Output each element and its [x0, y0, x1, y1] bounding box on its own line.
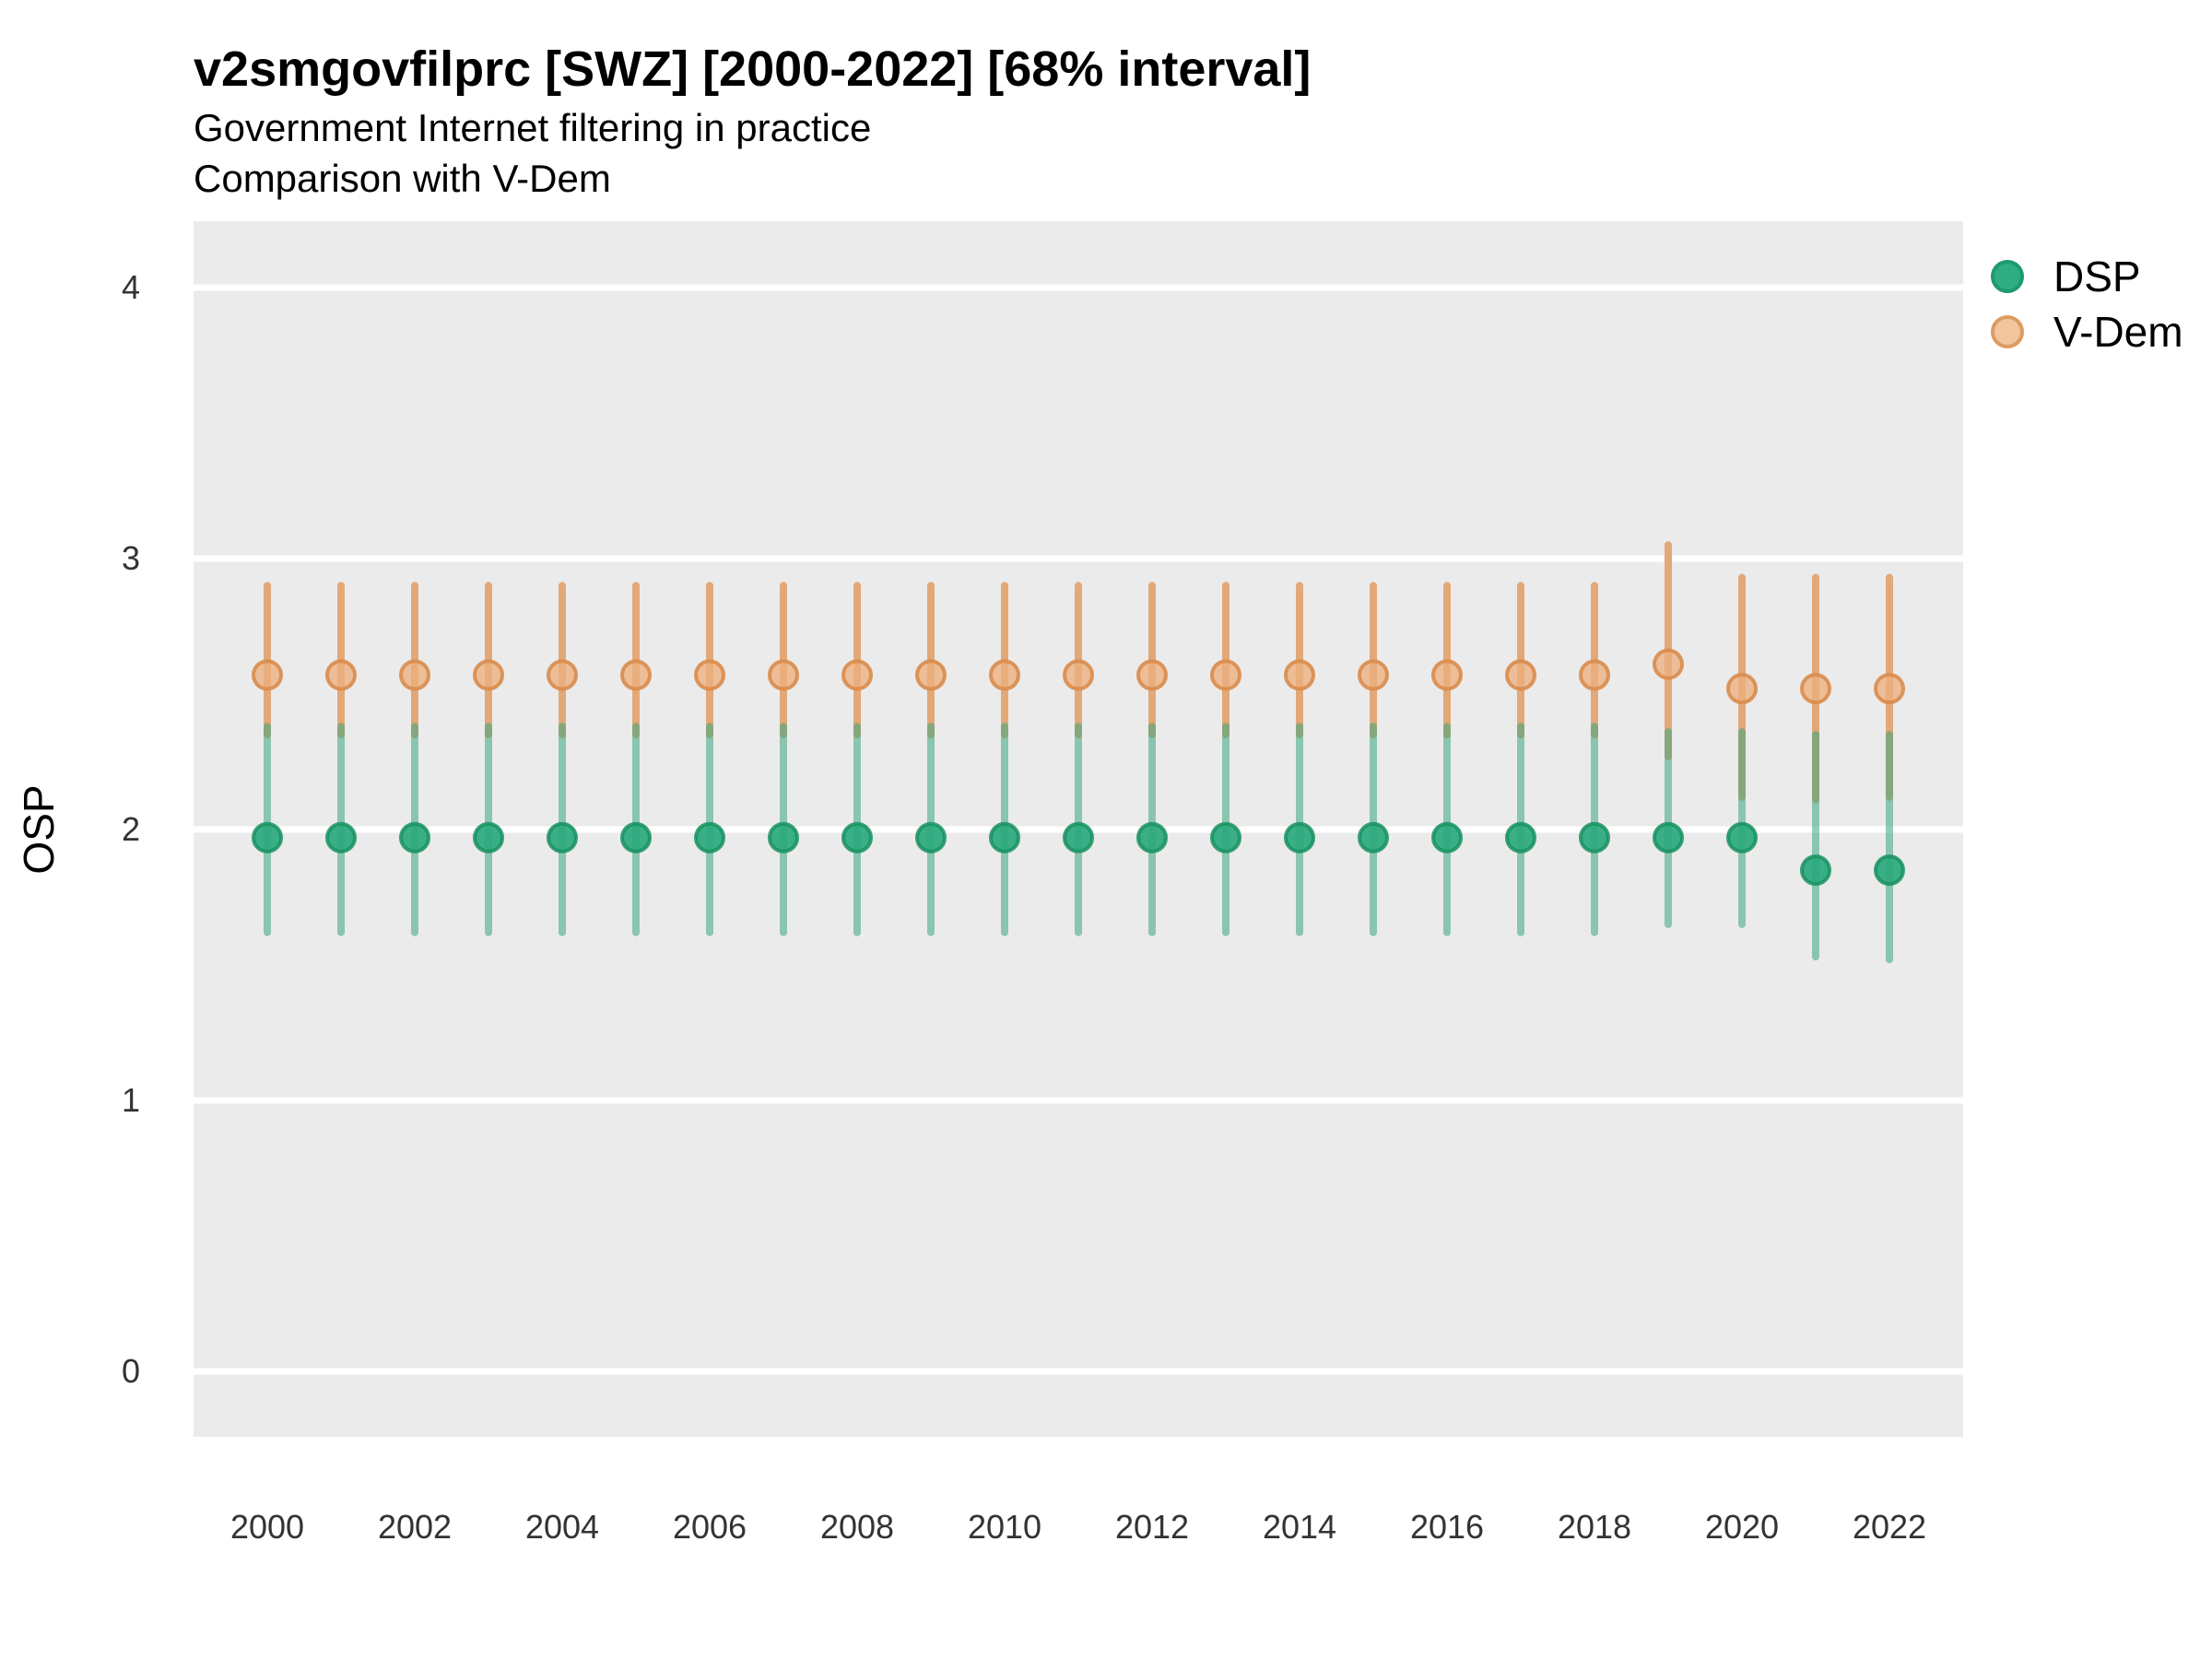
vdem-point-2000: [252, 659, 283, 691]
dsp-point-2017: [1505, 821, 1536, 853]
dsp-point-2009: [915, 821, 947, 853]
vdem-point-2012: [1136, 659, 1168, 691]
dsp-point-2015: [1358, 821, 1389, 853]
x-tick-label-2002: 2002: [378, 1508, 452, 1546]
legend-item-vdem: V-Dem: [1991, 308, 2183, 356]
dsp-point-2013: [1210, 821, 1241, 853]
vdem-legend-dot-icon: [1991, 315, 2024, 348]
vdem-point-2014: [1284, 659, 1315, 691]
vdem-point-2021: [1800, 673, 1831, 705]
y-axis: 0 1 2 3 4: [122, 268, 140, 1390]
y-tick-label-3: 3: [122, 539, 140, 577]
y-tick-label-1: 1: [122, 1081, 140, 1119]
x-tick-label-2014: 2014: [1263, 1508, 1336, 1546]
vdem-point-2022: [1874, 673, 1905, 705]
dsp-point-2012: [1136, 821, 1168, 853]
y-tick-label-4: 4: [122, 268, 140, 306]
x-tick-label-2006: 2006: [673, 1508, 747, 1546]
x-tick-label-2000: 2000: [230, 1508, 304, 1546]
vdem-point-2009: [915, 659, 947, 691]
dsp-point-2019: [1653, 821, 1684, 853]
x-tick-label-2012: 2012: [1115, 1508, 1189, 1546]
vdem-point-2011: [1063, 659, 1094, 691]
legend-label-dsp: DSP: [2053, 253, 2141, 300]
legend-item-dsp: DSP: [1991, 253, 2141, 300]
gridline-y-1: [194, 1097, 1963, 1104]
dsp-point-2014: [1284, 821, 1315, 853]
chart-subtitle-line1: Government Internet filtering in practic…: [194, 106, 871, 149]
legend-label-vdem: V-Dem: [2053, 308, 2183, 356]
y-axis-title: OSP: [15, 784, 63, 874]
dsp-point-2004: [547, 821, 578, 853]
chart-subtitle-line2: Comparison with V-Dem: [194, 157, 611, 200]
dsp-point-2006: [694, 821, 725, 853]
vdem-point-2019: [1653, 648, 1684, 680]
x-tick-label-2018: 2018: [1558, 1508, 1631, 1546]
vdem-point-2015: [1358, 659, 1389, 691]
dsp-point-2020: [1726, 821, 1758, 853]
x-axis: 2000 2002 2004 2006 2008 2010 2012 2014 2016 2018…: [230, 1508, 1926, 1546]
x-tick-label-2020: 2020: [1705, 1508, 1779, 1546]
y-tick-label-2: 2: [122, 810, 140, 848]
vdem-point-2013: [1210, 659, 1241, 691]
vdem-point-2006: [694, 659, 725, 691]
vdem-point-2002: [399, 659, 430, 691]
vdem-point-2001: [325, 659, 357, 691]
series-layer: [252, 541, 1905, 964]
dsp-point-2002: [399, 821, 430, 853]
gridline-y-4: [194, 284, 1963, 291]
vdem-point-2010: [989, 659, 1020, 691]
vdem-point-2017: [1505, 659, 1536, 691]
dsp-point-2000: [252, 821, 283, 853]
vdem-point-2007: [768, 659, 799, 691]
dsp-legend-dot-icon: [1991, 260, 2024, 293]
chart-title: v2smgovfilprc [SWZ] [2000-2022] [68% int…: [194, 41, 1311, 97]
x-tick-label-2008: 2008: [820, 1508, 894, 1546]
vdem-point-2016: [1431, 659, 1463, 691]
dsp-point-2011: [1063, 821, 1094, 853]
dsp-point-2001: [325, 821, 357, 853]
vdem-point-2005: [620, 659, 652, 691]
dsp-point-2007: [768, 821, 799, 853]
dsp-point-2018: [1579, 821, 1610, 853]
vdem-point-2018: [1579, 659, 1610, 691]
vdem-point-2008: [841, 659, 873, 691]
dsp-point-2010: [989, 821, 1020, 853]
dsp-point-2016: [1431, 821, 1463, 853]
vdem-point-2020: [1726, 673, 1758, 705]
vdem-point-2004: [547, 659, 578, 691]
gridline-y-0: [194, 1368, 1963, 1375]
dsp-point-2005: [620, 821, 652, 853]
x-tick-label-2004: 2004: [525, 1508, 599, 1546]
x-tick-label-2016: 2016: [1410, 1508, 1484, 1546]
y-tick-label-0: 0: [122, 1352, 140, 1390]
dsp-point-2008: [841, 821, 873, 853]
vdem-point-2003: [473, 659, 504, 691]
x-tick-label-2022: 2022: [1853, 1508, 1926, 1546]
dsp-point-2021: [1800, 854, 1831, 887]
x-tick-label-2010: 2010: [968, 1508, 1041, 1546]
dsp-point-2022: [1874, 854, 1905, 887]
dsp-point-2003: [473, 821, 504, 853]
gridline-y-3: [194, 555, 1963, 562]
legend: DSP V-Dem: [1991, 253, 2183, 356]
